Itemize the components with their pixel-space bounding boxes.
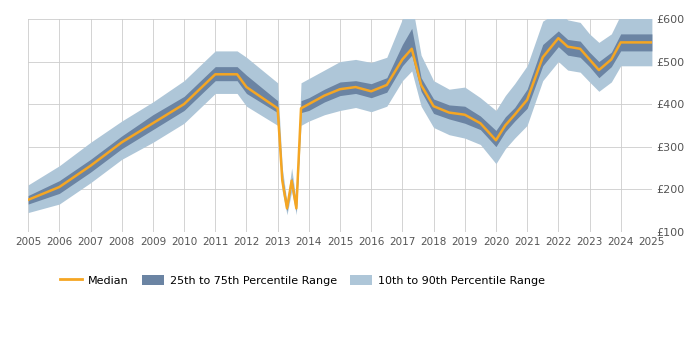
Legend: Median, 25th to 75th Percentile Range, 10th to 90th Percentile Range: Median, 25th to 75th Percentile Range, 1… [56,270,550,290]
